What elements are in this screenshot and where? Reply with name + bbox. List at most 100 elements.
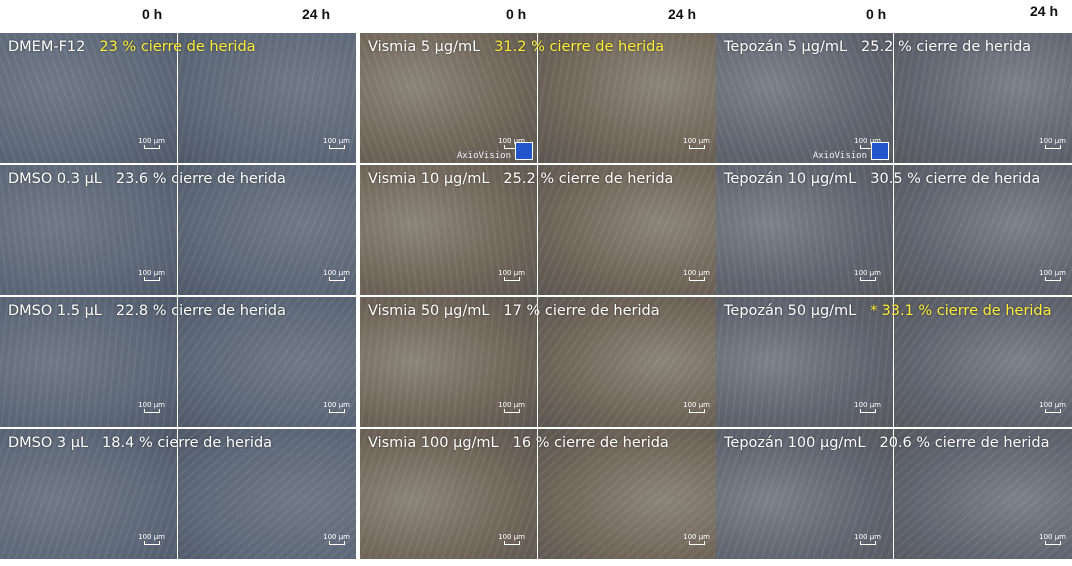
time-label: 24 h [668, 6, 697, 22]
caption: DMSO 0.3 µL 23.6 % cierre de herida [8, 171, 354, 187]
scale-bar: 100 µm [683, 533, 710, 545]
scale-bar: 100 µm [323, 137, 350, 149]
micrograph: 100 µm [538, 165, 716, 295]
logo [871, 142, 889, 160]
micrograph: 100 µm [894, 33, 1072, 163]
scale-bar: 100 µm [138, 401, 165, 413]
caption: Vismia 50 µg/mL 17 % cierre de herida [368, 303, 714, 319]
micrograph: 100 µm [538, 297, 716, 427]
caption: Vismia 10 µg/mL 25.2 % cierre de herida [368, 171, 714, 187]
condition-label: Tepozán 5 µg/mL [724, 39, 848, 55]
micrograph: 100 µm [0, 165, 177, 295]
significance-mark: * [870, 303, 878, 319]
caption: DMSO 1.5 µL 22.8 % cierre de herida [8, 303, 354, 319]
scale-bar: 100 µm [323, 401, 350, 413]
scale-bar: 100 µm [1039, 533, 1066, 545]
micrograph: 100 µm AxioVision [360, 33, 537, 163]
closure-value: 30.5 % cierre de herida [870, 171, 1041, 187]
closure-group: 17 % cierre de herida [503, 303, 659, 319]
scale-bar: 100 µm [498, 401, 525, 413]
condition-label: Vismia 10 µg/mL [368, 171, 490, 187]
condition-label: Tepozán 10 µg/mL [724, 171, 857, 187]
time-label: 0 h [866, 6, 887, 22]
caption: Tepozán 5 µg/mL 25.2 % cierre de herida [724, 39, 1070, 55]
closure-value: 31.2 % cierre de herida [494, 39, 665, 55]
scale-bar: 100 µm [138, 533, 165, 545]
closure-value: 25.2 % cierre de herida [503, 171, 674, 187]
condition-label: DMSO 3 µL [8, 435, 89, 451]
closure-group: 25.2 % cierre de herida [503, 171, 673, 187]
micrograph: 100 µm [178, 165, 356, 295]
micrograph: 100 µm [178, 429, 356, 559]
closure-group: 23.6 % cierre de herida [116, 171, 286, 187]
caption: Tepozán 100 µg/mL 20.6 % cierre de herida [724, 435, 1070, 451]
closure-value: 23 % cierre de herida [99, 39, 256, 55]
closure-group: 16 % cierre de herida [513, 435, 669, 451]
caption: DMSO 3 µL 18.4 % cierre de herida [8, 435, 354, 451]
time-label: 24 h [302, 6, 331, 22]
scale-bar: 100 µm [323, 533, 350, 545]
closure-value: 22.8 % cierre de herida [115, 303, 286, 319]
condition-label: Vismia 50 µg/mL [368, 303, 490, 319]
closure-value: 25.2 % cierre de herida [861, 39, 1032, 55]
micrograph: 100 µm AxioVision [716, 33, 893, 163]
closure-value: 16 % cierre de herida [512, 435, 669, 451]
scale-bar: 100 µm [138, 137, 165, 149]
micrograph: 100 µm [716, 429, 893, 559]
time-label: 0 h [142, 6, 163, 22]
scale-bar: 100 µm [323, 269, 350, 281]
time-label: 0 h [506, 6, 527, 22]
scale-bar: 100 µm [498, 533, 525, 545]
micrograph: 100 µm [360, 429, 537, 559]
scale-bar: 100 µm [683, 269, 710, 281]
watermark: AxioVision [456, 151, 511, 161]
caption: Vismia 5 µg/mL 31.2 % cierre de herida [368, 39, 714, 55]
closure-group: 22.8 % cierre de herida [116, 303, 286, 319]
scale-bar: 100 µm [1039, 269, 1066, 281]
scale-bar: 100 µm [854, 269, 881, 281]
micrograph: 100 µm [538, 429, 716, 559]
scale-bar: 100 µm [1039, 137, 1066, 149]
caption: Vismia 100 µg/mL 16 % cierre de herida [368, 435, 714, 451]
closure-value: 20.6 % cierre de herida [879, 435, 1050, 451]
closure-group: 30.5 % cierre de herida [870, 171, 1040, 187]
closure-group: * 33.1 % cierre de herida [870, 303, 1051, 319]
condition-label: Vismia 5 µg/mL [368, 39, 481, 55]
micrograph: 100 µm [716, 165, 893, 295]
condition-label: DMEM-F12 [8, 39, 86, 55]
logo [515, 142, 533, 160]
scale-bar: 100 µm [854, 137, 881, 149]
scale-bar: 100 µm [854, 401, 881, 413]
closure-group: 25.2 % cierre de herida [861, 39, 1031, 55]
closure-group: 20.6 % cierre de herida [880, 435, 1050, 451]
closure-value: 18.4 % cierre de herida [102, 435, 273, 451]
micrograph: 100 µm [538, 33, 716, 163]
micrograph: 100 µm [360, 297, 537, 427]
watermark: AxioVision [812, 151, 867, 161]
micrograph: 100 µm [894, 297, 1072, 427]
scale-bar: 100 µm [683, 401, 710, 413]
scale-bar: 100 µm [683, 137, 710, 149]
scale-bar: 100 µm [498, 137, 525, 149]
closure-group: 18.4 % cierre de herida [102, 435, 272, 451]
closure-value: 33.1 % cierre de herida [881, 303, 1052, 319]
caption: Tepozán 10 µg/mL 30.5 % cierre de herida [724, 171, 1070, 187]
condition-label: DMSO 0.3 µL [8, 171, 102, 187]
micrograph: 100 µm [178, 297, 356, 427]
micrograph: 100 µm [894, 165, 1072, 295]
micrograph: 100 µm [0, 33, 177, 163]
scale-bar: 100 µm [1039, 401, 1066, 413]
micrograph: 100 µm [178, 33, 356, 163]
condition-label: Tepozán 50 µg/mL [724, 303, 857, 319]
condition-label: DMSO 1.5 µL [8, 303, 102, 319]
scale-bar: 100 µm [854, 533, 881, 545]
caption: Tepozán 50 µg/mL * 33.1 % cierre de herida [724, 303, 1070, 319]
scale-bar: 100 µm [498, 269, 525, 281]
micrograph: 100 µm [716, 297, 893, 427]
closure-group: 23 % cierre de herida [99, 39, 255, 55]
closure-value: 17 % cierre de herida [503, 303, 660, 319]
micrograph: 100 µm [0, 297, 177, 427]
micrograph: 100 µm [894, 429, 1072, 559]
closure-group: 31.2 % cierre de herida [494, 39, 664, 55]
